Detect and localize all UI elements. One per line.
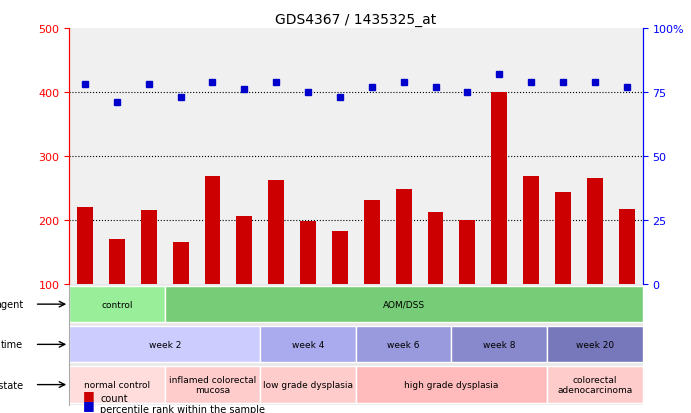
Text: count: count [100,394,128,404]
Bar [618,210,634,284]
Bar [77,208,93,284]
Text: low grade dysplasia: low grade dysplasia [263,380,353,389]
Bar [205,177,220,284]
Bar [364,200,380,284]
Title: GDS4367 / 1435325_at: GDS4367 / 1435325_at [275,12,437,26]
Text: week 8: week 8 [483,340,515,349]
Bar [268,181,284,284]
FancyBboxPatch shape [356,326,451,363]
Bar [491,93,507,284]
Text: time: time [1,339,23,349]
Text: week 4: week 4 [292,340,324,349]
Text: inflamed colorectal
mucosa: inflamed colorectal mucosa [169,375,256,394]
Bar [523,177,539,284]
Text: ■: ■ [83,388,95,401]
FancyBboxPatch shape [69,367,164,403]
FancyBboxPatch shape [164,286,643,323]
Text: control: control [101,300,133,309]
Bar [236,216,252,284]
Text: percentile rank within the sample: percentile rank within the sample [100,404,265,413]
Bar [428,213,444,284]
FancyBboxPatch shape [69,286,164,323]
Bar [173,243,189,284]
Text: disease state: disease state [0,380,23,389]
Bar [300,222,316,284]
Text: normal control: normal control [84,380,150,389]
Bar [587,179,603,284]
Text: ■: ■ [83,398,95,411]
FancyBboxPatch shape [356,367,547,403]
Text: agent: agent [0,299,23,309]
Bar [555,193,571,284]
Bar [109,240,125,284]
Text: colorectal
adenocarcinoma: colorectal adenocarcinoma [557,375,632,394]
FancyBboxPatch shape [261,367,356,403]
Text: high grade dysplasia: high grade dysplasia [404,380,499,389]
Bar [460,221,475,284]
Bar [141,211,157,284]
FancyBboxPatch shape [164,367,261,403]
FancyBboxPatch shape [261,326,356,363]
Text: week 2: week 2 [149,340,181,349]
FancyBboxPatch shape [547,367,643,403]
FancyBboxPatch shape [451,326,547,363]
Text: week 20: week 20 [576,340,614,349]
FancyBboxPatch shape [547,326,643,363]
Text: AOM/DSS: AOM/DSS [383,300,425,309]
Bar [396,190,412,284]
Text: week 6: week 6 [388,340,420,349]
Bar [332,231,348,284]
FancyBboxPatch shape [69,326,261,363]
